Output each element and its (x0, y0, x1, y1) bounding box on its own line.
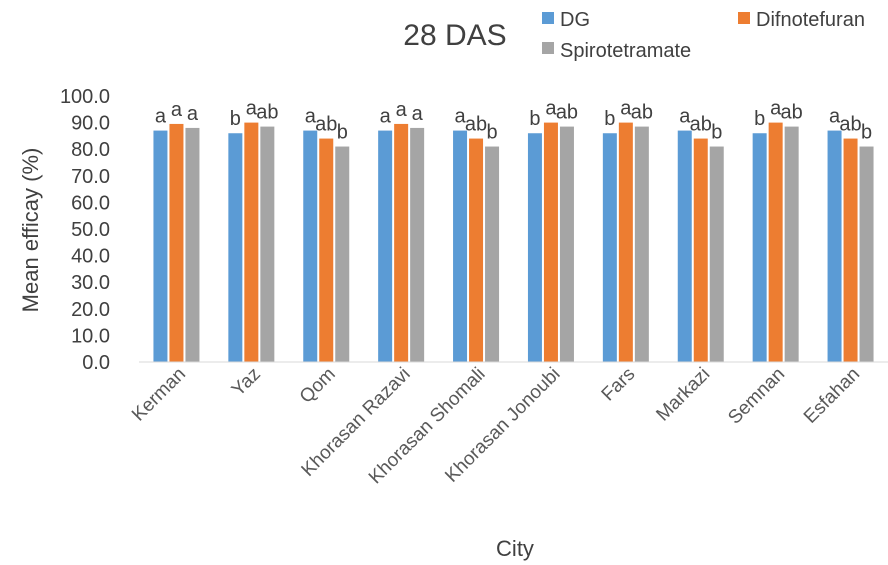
bar (559, 126, 574, 362)
bar (469, 138, 484, 362)
bar (859, 146, 874, 362)
bar (677, 130, 692, 362)
significance-label: b (754, 108, 765, 130)
significance-label: a (620, 98, 632, 120)
legend-label-spirotetramate: Spirotetramate (560, 40, 691, 62)
y-tick-label: 80.0 (71, 139, 110, 161)
significance-label: b (604, 108, 615, 130)
x-tick-label: Fars (598, 364, 640, 406)
bar (153, 130, 168, 362)
y-tick-label: 40.0 (71, 246, 110, 268)
significance-label: ab (781, 102, 803, 124)
significance-label: ab (839, 114, 861, 136)
bar (169, 123, 184, 363)
bar (843, 138, 858, 362)
y-tick-label: 30.0 (71, 272, 110, 294)
significance-label: b (529, 108, 540, 130)
y-tick-label: 60.0 (71, 192, 110, 214)
legend-swatch-spirotetramate (542, 42, 554, 54)
y-tick-label: 90.0 (71, 113, 110, 135)
y-tick-label: 100.0 (60, 86, 110, 108)
bar (752, 133, 767, 362)
y-tick-label: 70.0 (71, 166, 110, 188)
bar (185, 127, 200, 362)
significance-label: a (545, 98, 557, 120)
significance-label: ab (690, 114, 712, 136)
y-axis-title: Mean efficay (%) (18, 148, 43, 313)
bar (602, 133, 617, 362)
significance-label: a (454, 106, 466, 128)
bar (394, 123, 409, 363)
significance-label: ab (315, 114, 337, 136)
legend: DG Difnotefuran Spirotetramate (542, 9, 865, 62)
legend-label-difnotefuran: Difnotefuran (756, 9, 865, 31)
bar (709, 146, 724, 362)
bar (335, 146, 350, 362)
y-tick-label: 0.0 (82, 352, 110, 374)
bar (543, 122, 558, 362)
significance-label: a (770, 98, 782, 120)
significance-label: a (305, 106, 317, 128)
legend-swatch-difnotefuran (738, 12, 750, 24)
bar (618, 122, 633, 362)
significance-label: ab (556, 102, 578, 124)
x-axis-title: City (496, 536, 534, 561)
significance-label: b (711, 122, 722, 144)
bar (784, 126, 799, 362)
significance-label: a (246, 98, 258, 120)
significance-label: a (155, 106, 167, 128)
bar (228, 133, 243, 362)
significance-label: ab (631, 102, 653, 124)
x-tick-label: Markazi (652, 364, 714, 426)
bar (827, 130, 842, 362)
significance-labels: a a a b a ab a ab ba a a a ab bb a ab b a ab a ab bb a ab a ab b (155, 98, 872, 144)
y-axis-ticks: 0.0 10.0 20.0 30.0 40.0 50.0 60.0 70.0 80.0 90.0 1… (60, 86, 110, 374)
bar (319, 138, 334, 362)
bar (527, 133, 542, 362)
bar (693, 138, 708, 362)
bar (244, 122, 259, 362)
significance-label: a (380, 106, 392, 128)
bar (634, 126, 649, 362)
bar (378, 130, 393, 362)
significance-label: a (412, 103, 424, 125)
significance-label: b (861, 122, 872, 144)
significance-label: a (829, 106, 841, 128)
bar (260, 126, 275, 362)
bar (303, 130, 318, 362)
significance-label: b (486, 122, 497, 144)
bar (485, 146, 500, 362)
significance-label: a (187, 103, 199, 125)
bars (153, 122, 874, 363)
x-tick-label: Esfahan (800, 364, 864, 428)
x-tick-label: Yaz (228, 364, 265, 401)
significance-label: b (337, 122, 348, 144)
x-tick-label: Semnan (724, 364, 789, 429)
x-tick-label: Qom (296, 364, 340, 408)
bar (768, 122, 783, 362)
y-tick-label: 10.0 (71, 325, 110, 347)
y-tick-label: 20.0 (71, 299, 110, 321)
chart-title: 28 DAS (403, 19, 506, 52)
significance-label: ab (256, 102, 278, 124)
significance-label: a (396, 99, 408, 121)
significance-label: b (230, 108, 241, 130)
significance-label: ab (465, 114, 487, 136)
y-tick-label: 50.0 (71, 219, 110, 241)
legend-swatch-dg (542, 12, 554, 24)
bar (453, 130, 468, 362)
bar (410, 127, 425, 362)
significance-label: a (171, 99, 183, 121)
x-tick-label: Kerman (128, 364, 190, 426)
legend-label-dg: DG (560, 9, 590, 31)
significance-label: a (679, 106, 691, 128)
